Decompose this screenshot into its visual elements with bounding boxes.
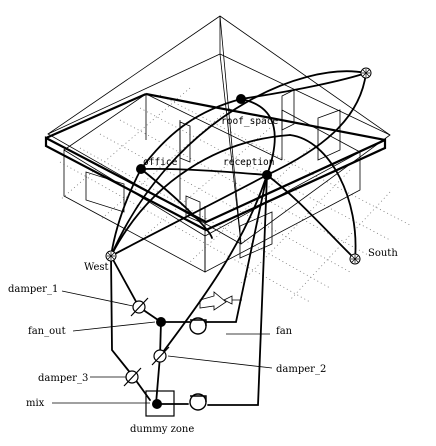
damper-1-symbol [130,297,149,317]
damper-1-label: damper_1 [8,284,58,295]
office-node [136,164,146,174]
mix-label: mix [26,398,45,409]
fan-label: fan [276,326,293,337]
west-label: West [84,262,109,273]
south-label: South [368,248,398,259]
damper-2-label: damper_2 [276,364,326,375]
reception-node [262,170,272,180]
north-east-external-node [360,67,372,79]
flow-direction-arrow [199,291,242,311]
mix-node [152,399,162,409]
label-leaders [52,290,273,404]
wall-openings [85,89,341,259]
office-label: office [143,157,178,168]
damper-2-symbol [151,346,170,366]
airflow-links [110,70,367,406]
south-external-node [349,253,361,265]
ground-grid [59,87,411,303]
floor-slab [44,92,387,232]
building-walls [63,93,361,273]
west-external-node [105,250,117,262]
dummy-zone-box [145,390,175,417]
reception-label: reception [223,157,274,168]
fan-symbol [189,317,207,335]
roof-space-label: roof_space [221,116,278,127]
fan-out-label: fan_out [28,326,66,337]
roof-space-node [236,94,246,104]
dummy-fan-symbol [189,393,207,411]
roof-wireframe [47,15,391,245]
damper-3-label: damper_3 [38,373,88,384]
fan-out-node [156,317,166,327]
dummy-zone-label: dummy zone [130,424,194,435]
plant-network [110,255,191,405]
damper-3-symbol [123,367,142,387]
